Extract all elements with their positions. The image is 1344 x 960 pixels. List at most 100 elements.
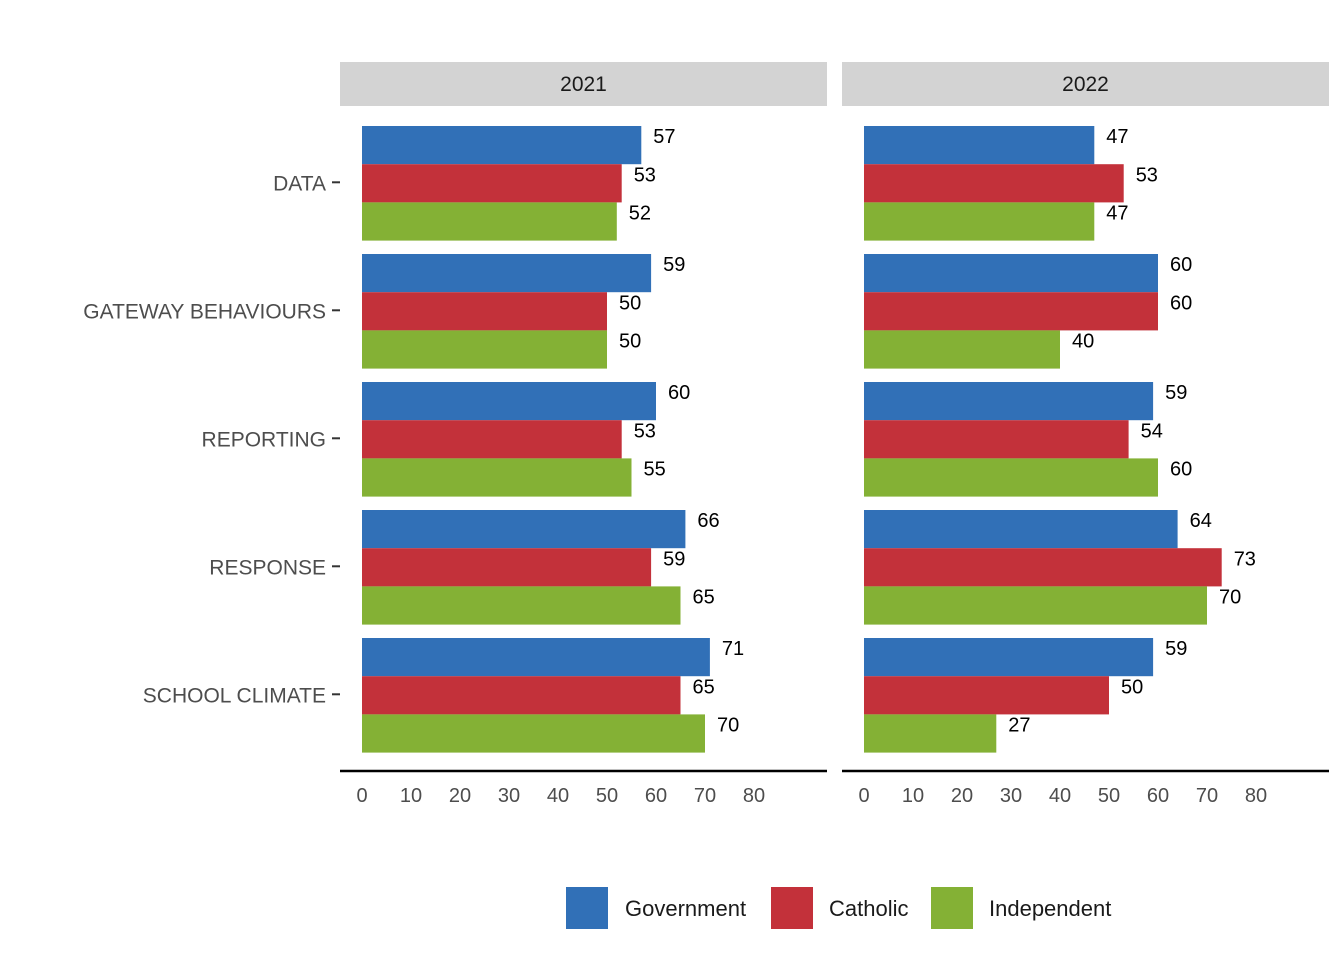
bar-independent [362,714,705,753]
bar-value-label: 60 [1170,292,1192,314]
bar-catholic [864,676,1109,715]
bar-independent [362,330,607,369]
legend-label: Catholic [829,896,908,921]
bar-government [362,638,710,677]
bar-value-label: 60 [1170,459,1192,481]
legend-key [566,887,608,929]
bar-independent [864,586,1207,625]
x-tick-label: 70 [694,785,716,807]
bar-catholic [362,676,681,715]
bar-value-label: 53 [634,164,656,186]
legend: Government Catholic Independent [566,887,1111,929]
legend-item-government: Government [566,887,746,929]
bar-independent [864,714,997,753]
bar-catholic [362,164,622,203]
category-label: DATA [273,172,326,195]
legend-item-independent: Independent [931,887,1111,929]
bar-value-label: 70 [1219,587,1241,609]
bar-value-label: 71 [722,638,744,660]
facet-strip-label: 2022 [1062,73,1109,96]
x-tick-label: 50 [596,785,618,807]
x-tick-label: 80 [743,785,765,807]
bar-value-label: 59 [1165,382,1187,404]
bar-catholic [362,548,652,587]
bar-value-label: 55 [644,459,666,481]
bar-value-label: 47 [1106,203,1128,225]
bar-independent [362,202,617,241]
bar-value-label: 60 [1170,254,1192,276]
x-tick-label: 50 [1098,785,1120,807]
bar-value-label: 73 [1234,548,1256,570]
bar-value-label: 59 [663,548,685,570]
x-tick-label: 40 [547,785,569,807]
bar-government [362,254,652,293]
category-label: GATEWAY BEHAVIOURS [83,300,326,323]
facet-strip-label: 2021 [560,73,607,96]
legend-item-catholic: Catholic [771,887,908,929]
x-tick-label: 60 [645,785,667,807]
bar-government [362,382,656,421]
x-tick-label: 10 [902,785,924,807]
facet-strip [842,62,1329,106]
bar-catholic [864,292,1158,331]
bar-value-label: 60 [668,382,690,404]
x-tick-label: 20 [951,785,973,807]
bar-government [362,510,686,549]
bar-independent [864,330,1060,369]
bar-catholic [864,420,1129,459]
bar-value-label: 54 [1141,420,1163,442]
bar-value-label: 50 [1121,676,1143,698]
bar-independent [362,458,632,497]
bar-value-label: 59 [663,254,685,276]
x-tick-label: 0 [356,785,367,807]
bar-catholic [362,420,622,459]
bar-value-label: 53 [634,420,656,442]
bar-independent [864,202,1095,241]
bar-catholic [864,164,1124,203]
legend-key [771,887,813,929]
x-tick-label: 0 [858,785,869,807]
bar-government [864,638,1154,677]
bar-value-label: 40 [1072,331,1094,353]
x-tick-label: 30 [1000,785,1022,807]
bar-government [362,126,642,165]
bar-government [864,510,1178,549]
bar-value-label: 59 [1165,638,1187,660]
x-tick-label: 20 [449,785,471,807]
x-tick-label: 40 [1049,785,1071,807]
bar-independent [362,586,681,625]
bar-government [864,382,1154,421]
bar-value-label: 52 [629,203,651,225]
bar-value-label: 64 [1190,510,1212,532]
x-tick-label: 10 [400,785,422,807]
bar-independent [864,458,1158,497]
x-tick-label: 80 [1245,785,1267,807]
bar-catholic [362,292,607,331]
bar-value-label: 27 [1008,715,1030,737]
bar-value-label: 57 [653,126,675,148]
legend-label: Independent [989,896,1111,921]
bar-value-label: 65 [693,587,715,609]
bar-value-label: 50 [619,331,641,353]
bar-value-label: 65 [693,676,715,698]
bar-government [864,126,1095,165]
legend-label: Government [625,896,746,921]
category-label: SCHOOL CLIMATE [143,684,326,707]
category-label: REPORTING [202,428,326,451]
facet-strip [340,62,827,106]
x-tick-label: 30 [498,785,520,807]
bar-value-label: 50 [619,292,641,314]
bar-value-label: 53 [1136,164,1158,186]
x-tick-label: 70 [1196,785,1218,807]
bar-value-label: 66 [697,510,719,532]
bar-value-label: 47 [1106,126,1128,148]
bar-value-label: 70 [717,715,739,737]
bar-catholic [864,548,1222,587]
category-label: RESPONSE [209,556,326,579]
bar-government [864,254,1158,293]
legend-key [931,887,973,929]
x-tick-label: 60 [1147,785,1169,807]
